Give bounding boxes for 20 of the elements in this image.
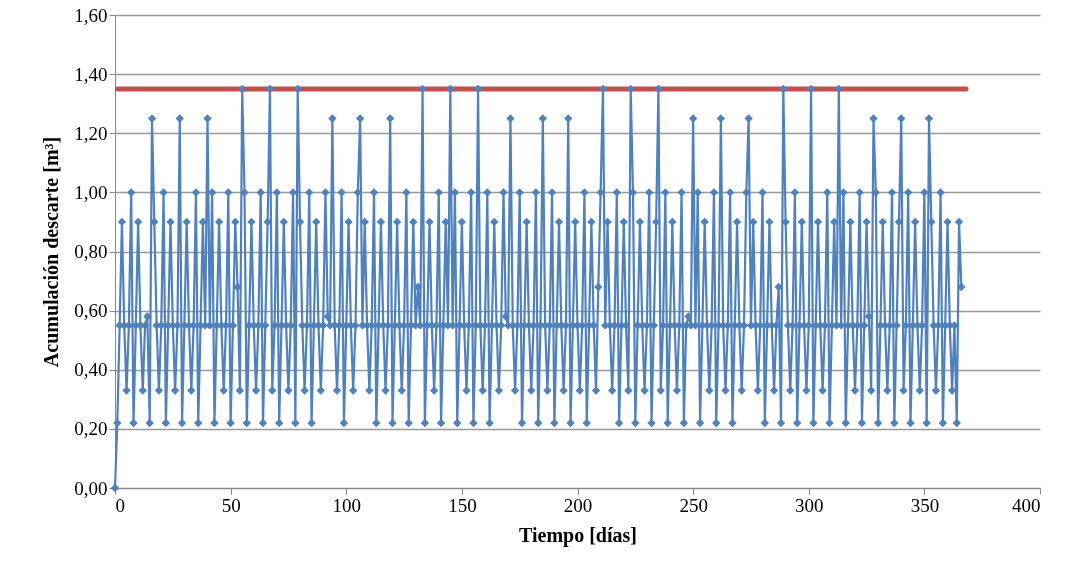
y-tick-label: 0,80 [74, 241, 108, 262]
y-tick-label: 1,60 [74, 4, 108, 26]
y-axis-title: Acumulación descarte [m³] [40, 136, 63, 368]
x-tick-label: 100 [332, 494, 361, 516]
x-tick-label: 200 [563, 494, 593, 516]
x-axis-title: Tiempo [días] [519, 523, 637, 547]
y-tick-label: 1,00 [74, 181, 108, 203]
x-tick-label: 350 [910, 494, 940, 516]
x-tick-label: 0 [115, 494, 125, 516]
y-tick-label: 1,40 [74, 63, 108, 85]
y-tick-label: 1,20 [74, 122, 108, 144]
y-tick-label: 0,40 [74, 359, 108, 381]
y-tick-label: 0,20 [74, 418, 108, 440]
x-tick-label: 50 [221, 494, 241, 516]
y-tick-label: 0,60 [74, 300, 108, 322]
x-tick-label: 250 [679, 494, 708, 516]
x-tick-label: 150 [448, 494, 477, 516]
y-tick-label: 0,00 [74, 477, 108, 499]
x-tick-label: 400 [1012, 494, 1041, 516]
x-tick-label: 300 [795, 494, 824, 516]
